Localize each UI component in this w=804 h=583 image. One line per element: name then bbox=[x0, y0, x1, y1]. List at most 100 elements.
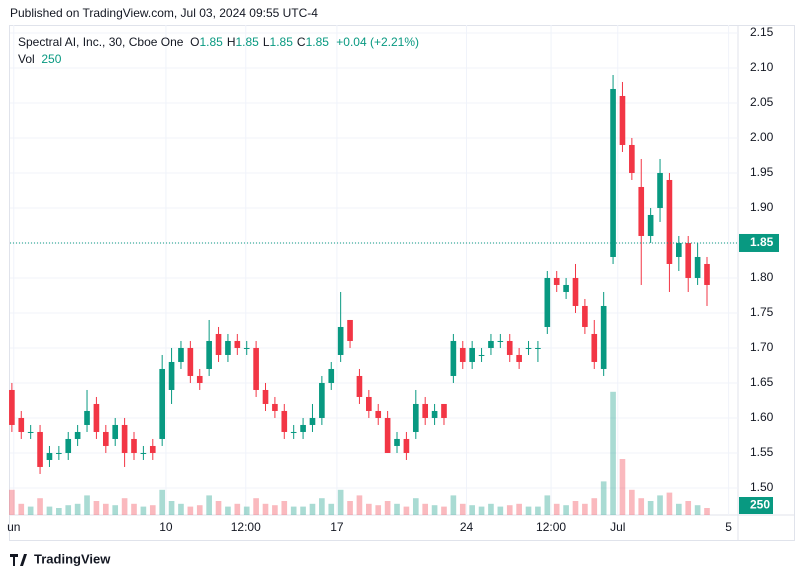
last-volume-label: 250 bbox=[750, 498, 770, 512]
x-tick-label: 12:00 bbox=[536, 520, 566, 534]
volume-bar bbox=[591, 498, 598, 515]
volume-bar bbox=[535, 506, 541, 515]
volume-bar bbox=[178, 503, 184, 515]
candle-body bbox=[516, 354, 522, 362]
volume-bar bbox=[497, 506, 504, 515]
y-tick-label: 1.60 bbox=[750, 410, 774, 424]
volume-bar bbox=[290, 506, 297, 515]
volume-bar bbox=[65, 505, 72, 515]
volume-bar bbox=[328, 503, 335, 515]
candle-body bbox=[638, 186, 645, 236]
volume-bar bbox=[553, 503, 560, 515]
candle-body bbox=[225, 340, 231, 355]
volume-bar bbox=[450, 495, 457, 515]
candle-body bbox=[140, 452, 147, 454]
candle-body bbox=[412, 403, 419, 432]
candle-body bbox=[46, 452, 53, 460]
volume-bar bbox=[272, 505, 278, 515]
candle-body bbox=[563, 284, 569, 292]
volume-bar bbox=[431, 505, 438, 515]
volume-bar bbox=[375, 505, 382, 515]
candle-body bbox=[610, 88, 616, 257]
volume-bar bbox=[582, 503, 588, 515]
candle-body bbox=[300, 424, 306, 432]
volume-bar bbox=[234, 503, 241, 515]
candle-body bbox=[403, 438, 410, 453]
candle-body bbox=[422, 403, 429, 418]
volume-bar bbox=[366, 503, 372, 515]
volume-bar bbox=[309, 503, 316, 515]
candle-body bbox=[74, 431, 81, 439]
volume-bar bbox=[27, 506, 34, 515]
volume-bar bbox=[215, 501, 222, 515]
candle-body bbox=[647, 214, 654, 236]
candle-body bbox=[18, 417, 25, 432]
footer-logo bbox=[10, 554, 27, 566]
candle-body bbox=[535, 347, 541, 349]
volume-bar bbox=[187, 506, 194, 515]
volume-bar bbox=[149, 505, 156, 515]
candle-body bbox=[572, 277, 579, 306]
volume-bar bbox=[102, 503, 109, 515]
volume-bar bbox=[93, 501, 100, 515]
volume-bar bbox=[525, 506, 532, 515]
x-tick-label: un bbox=[7, 520, 20, 534]
volume-bar bbox=[422, 503, 429, 515]
last-price-label: 1.85 bbox=[750, 235, 774, 249]
y-tick-label: 1.75 bbox=[750, 305, 774, 319]
volume-bar bbox=[600, 481, 607, 515]
candle-body bbox=[37, 431, 43, 467]
volume-bar bbox=[18, 503, 25, 515]
y-tick-label: 1.90 bbox=[750, 200, 774, 214]
volume-bar bbox=[694, 505, 701, 515]
candle-body bbox=[328, 368, 335, 383]
candle-body bbox=[168, 361, 175, 390]
volume-bar bbox=[319, 498, 325, 515]
candle-body bbox=[676, 242, 682, 257]
candle-body bbox=[309, 417, 316, 425]
volume-bar bbox=[403, 506, 410, 515]
candle-body bbox=[450, 340, 457, 376]
candle-body bbox=[375, 410, 382, 418]
candle-body bbox=[337, 326, 344, 355]
candle-body bbox=[159, 368, 165, 439]
volume-bar bbox=[206, 495, 212, 515]
volume-bar bbox=[243, 506, 250, 515]
candle-body bbox=[366, 396, 372, 411]
volume-bar bbox=[563, 505, 569, 515]
ohlc: O1.85 H1.85 L1.85 C1.85 bbox=[190, 35, 333, 49]
candle-body bbox=[459, 347, 466, 362]
vol-label: Vol bbox=[18, 52, 35, 66]
y-tick-label: 1.65 bbox=[750, 375, 774, 389]
y-tick-label: 1.50 bbox=[750, 480, 774, 494]
candle-body bbox=[506, 340, 513, 355]
x-tick-label: 10 bbox=[159, 520, 173, 534]
volume-bar bbox=[516, 503, 522, 515]
volume-bar bbox=[638, 498, 645, 515]
candle-body bbox=[215, 333, 222, 355]
candle-body bbox=[347, 319, 353, 341]
candle-body bbox=[553, 277, 560, 285]
candle-body bbox=[525, 347, 532, 349]
vol-value: 250 bbox=[41, 52, 62, 66]
field-value: 1.85 bbox=[305, 35, 329, 49]
candle-body bbox=[56, 452, 62, 454]
candle-body bbox=[243, 347, 250, 349]
volume-bar bbox=[657, 495, 663, 515]
volume-bar bbox=[572, 501, 579, 515]
candle-body bbox=[65, 438, 72, 453]
volume-bar bbox=[46, 506, 53, 515]
candle-body bbox=[582, 305, 588, 327]
candle-body bbox=[591, 333, 598, 362]
candle-body bbox=[112, 424, 119, 439]
candle-body bbox=[544, 277, 551, 327]
y-tick-label: 1.80 bbox=[750, 270, 774, 284]
candle-body bbox=[469, 347, 475, 362]
candle-body bbox=[187, 347, 194, 376]
volume-bar bbox=[412, 498, 419, 515]
candle-body bbox=[149, 445, 156, 453]
candle-body bbox=[441, 403, 447, 418]
volume-bar bbox=[441, 506, 447, 515]
candle-body bbox=[384, 417, 391, 453]
